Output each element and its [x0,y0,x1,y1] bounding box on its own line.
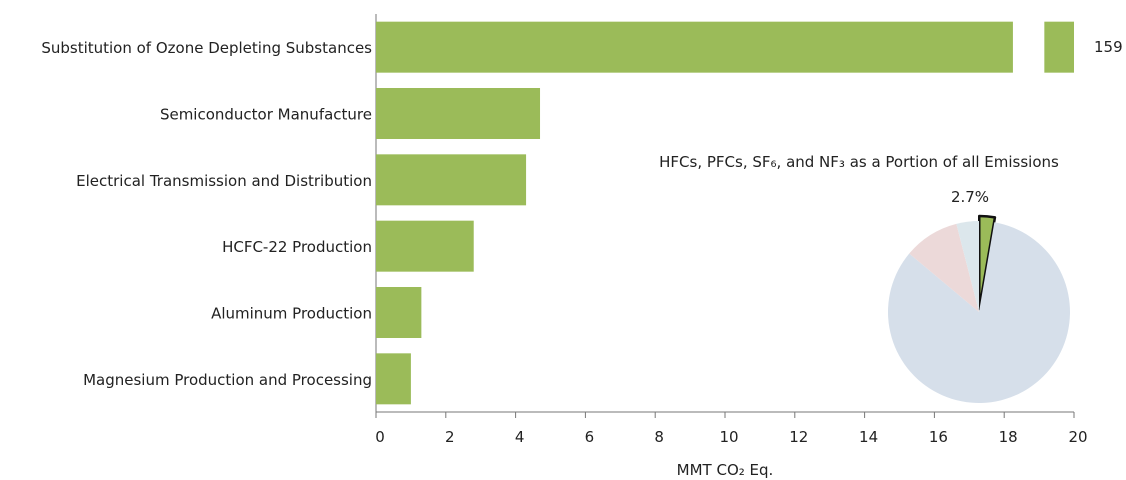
x-tick-label: 12 [789,428,808,446]
category-label: Electrical Transmission and Distribution [76,172,372,190]
x-tick-label: 14 [859,428,878,446]
bar [376,88,541,139]
x-tick-label: 10 [719,428,738,446]
x-tick-label: 4 [515,428,525,446]
category-label: Aluminum Production [211,305,372,323]
x-tick-label: 6 [585,428,595,446]
pie-slice [909,223,979,312]
pie-slice-label: 2.7% [951,188,989,206]
bar [376,154,527,206]
pie-chart: HFCs, PFCs, SF₆, and NF₃ as a Portion of… [659,153,1070,403]
category-label: Substitution of Ozone Depleting Substanc… [41,39,372,57]
pie-slice [888,222,1070,403]
value-label: 159 [1094,38,1123,56]
bar-chart: Substitution of Ozone Depleting Substanc… [41,14,1123,479]
bar [376,220,474,272]
x-axis-title: MMT CO₂ Eq. [677,461,774,479]
bar [376,353,411,405]
x-tick-label: 16 [929,428,948,446]
pie-title: HFCs, PFCs, SF₆, and NF₃ as a Portion of… [659,153,1059,171]
category-label: Semiconductor Manufacture [160,106,372,124]
bar [376,287,422,338]
pie-slice-highlighted [978,214,997,311]
bar [376,21,1013,73]
bar-broken-segment [1044,21,1074,73]
x-tick-label: 0 [375,428,385,446]
category-label: HCFC-22 Production [222,238,372,256]
x-tick-label: 2 [445,428,455,446]
category-label: Magnesium Production and Processing [83,371,372,389]
pie-slice [956,221,979,312]
x-tick-label: 8 [654,428,664,446]
x-tick-label: 20 [1068,428,1087,446]
x-tick-label: 18 [999,428,1018,446]
